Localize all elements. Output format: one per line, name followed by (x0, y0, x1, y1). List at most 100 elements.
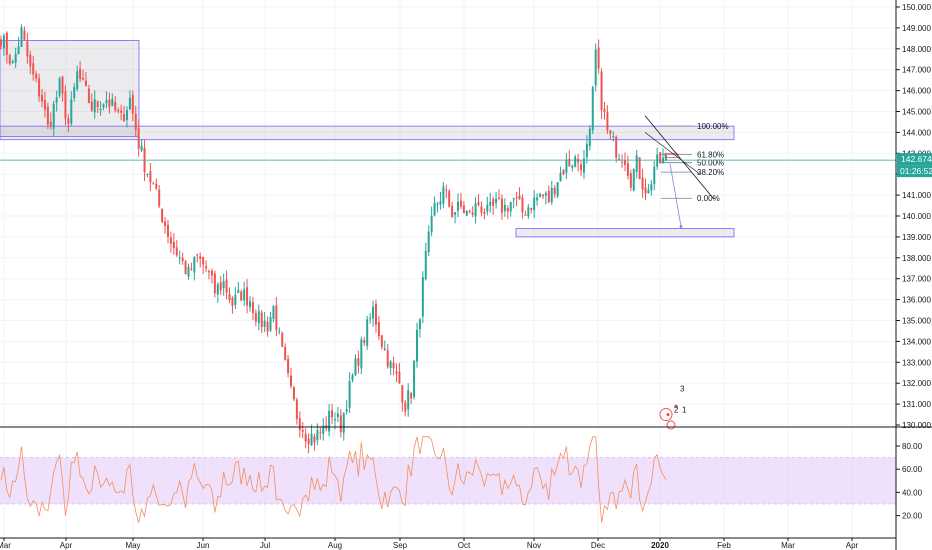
candle-body (401, 385, 404, 403)
rsi-line (0, 436, 667, 523)
candle-body (295, 399, 298, 419)
countdown-tag[interactable] (897, 165, 932, 178)
candle-body (588, 128, 591, 147)
marker-ring[interactable] (659, 408, 673, 422)
candle-body (462, 205, 465, 214)
candle-body (269, 317, 272, 331)
candle-body (553, 187, 556, 195)
zone-upper-left[interactable] (0, 40, 140, 137)
price-tick-label: 145.000 (902, 108, 931, 117)
candle-body (594, 49, 597, 86)
price-tick-label: 146.000 (902, 87, 931, 96)
fib-level-label: 38.20% (697, 168, 724, 177)
candle-body (659, 152, 662, 164)
candle-body (474, 203, 477, 217)
projection-arrow[interactable] (669, 163, 682, 227)
candle-body (26, 41, 29, 57)
candle-body (445, 189, 448, 191)
candle-body (621, 161, 624, 163)
candle-body (351, 375, 354, 381)
marker-label: 1 (682, 405, 687, 414)
candle-body (84, 80, 87, 87)
pattern-markers[interactable]: 3 2 1 (659, 385, 687, 430)
zone-resistance[interactable] (0, 125, 735, 141)
candle-body (339, 415, 342, 433)
last-price-value: 142.674 (901, 154, 932, 164)
candle-body (600, 71, 603, 110)
candle-body (615, 136, 618, 158)
candle-body (342, 412, 345, 433)
candle-body (571, 165, 574, 168)
time-tick-label: Jun (197, 541, 210, 550)
candle-body (354, 358, 357, 376)
candle-body (556, 182, 559, 197)
candle-body (392, 362, 395, 369)
candle-body (251, 302, 254, 314)
fib-level-label: 0.00% (697, 194, 720, 203)
candle-body (272, 306, 275, 319)
candle-body (169, 237, 172, 244)
candle-body (398, 371, 401, 384)
candle-body (140, 145, 143, 151)
price-tick-label: 150.000 (902, 3, 931, 12)
candle-body (515, 197, 518, 199)
candle-body (530, 207, 533, 210)
price-tick-label: 136.000 (902, 296, 931, 305)
candle-body (606, 112, 609, 131)
candle-body (653, 166, 656, 185)
trend-drawings[interactable] (0, 115, 896, 228)
candle-body (536, 197, 539, 201)
candle-body (348, 381, 351, 408)
marker-dot[interactable] (666, 412, 670, 417)
candle-body (105, 100, 108, 104)
time-tick-label: May (125, 541, 140, 550)
candle-body (489, 201, 492, 206)
candlestick-series (0, 24, 667, 454)
candle-body (14, 53, 17, 63)
candle-body (547, 190, 550, 202)
candle-body (32, 63, 35, 75)
rsi-tick-label: 80.00 (902, 442, 923, 451)
last-price-tag[interactable] (897, 153, 932, 166)
candle-body (64, 91, 67, 119)
trend-line[interactable] (644, 115, 715, 200)
candle-body (284, 346, 287, 360)
candle-body (404, 402, 407, 412)
fib-level-label: 100.00% (697, 122, 729, 131)
time-tick-label: Mar (781, 541, 795, 550)
time-tick-label: Feb (717, 541, 731, 550)
candle-body (125, 110, 128, 121)
candle-body (199, 256, 202, 259)
candle-body (205, 266, 208, 269)
candle-body (158, 189, 161, 206)
marker-dot[interactable] (674, 404, 678, 408)
time-axis[interactable]: Mar Apr May Jun Jul Aug Sep Oct Nov Dec 2020 Feb Mar… (0, 537, 896, 550)
fibonacci-retracement[interactable]: 100.00% 61.80%50.00%38.20% 0.00% (661, 122, 729, 203)
marker-ring[interactable] (666, 420, 676, 430)
price-tick-label: 147.000 (902, 66, 931, 75)
candle-body (328, 410, 331, 432)
price-tick-label: 131.000 (902, 400, 931, 409)
candle-body (99, 108, 102, 111)
candle-body (527, 207, 530, 217)
candle-body (231, 297, 234, 306)
candle-body (310, 433, 313, 446)
candle-body (626, 163, 629, 176)
candle-body (102, 104, 105, 108)
candle-body (213, 273, 216, 294)
candle-body (187, 266, 190, 277)
candle-body (319, 431, 322, 433)
trend-line-secondary[interactable] (644, 132, 701, 175)
candle-body (471, 212, 474, 215)
fib-highlight-box[interactable] (664, 152, 678, 158)
candle-body (322, 425, 325, 435)
price-zones[interactable] (0, 40, 735, 238)
fib-level-label: 50.00% (697, 159, 724, 168)
candle-body (178, 257, 181, 259)
price-tick-label: 144.000 (902, 128, 931, 137)
candle-body (114, 101, 117, 111)
candle-body (486, 204, 489, 212)
zone-support[interactable] (515, 228, 735, 238)
